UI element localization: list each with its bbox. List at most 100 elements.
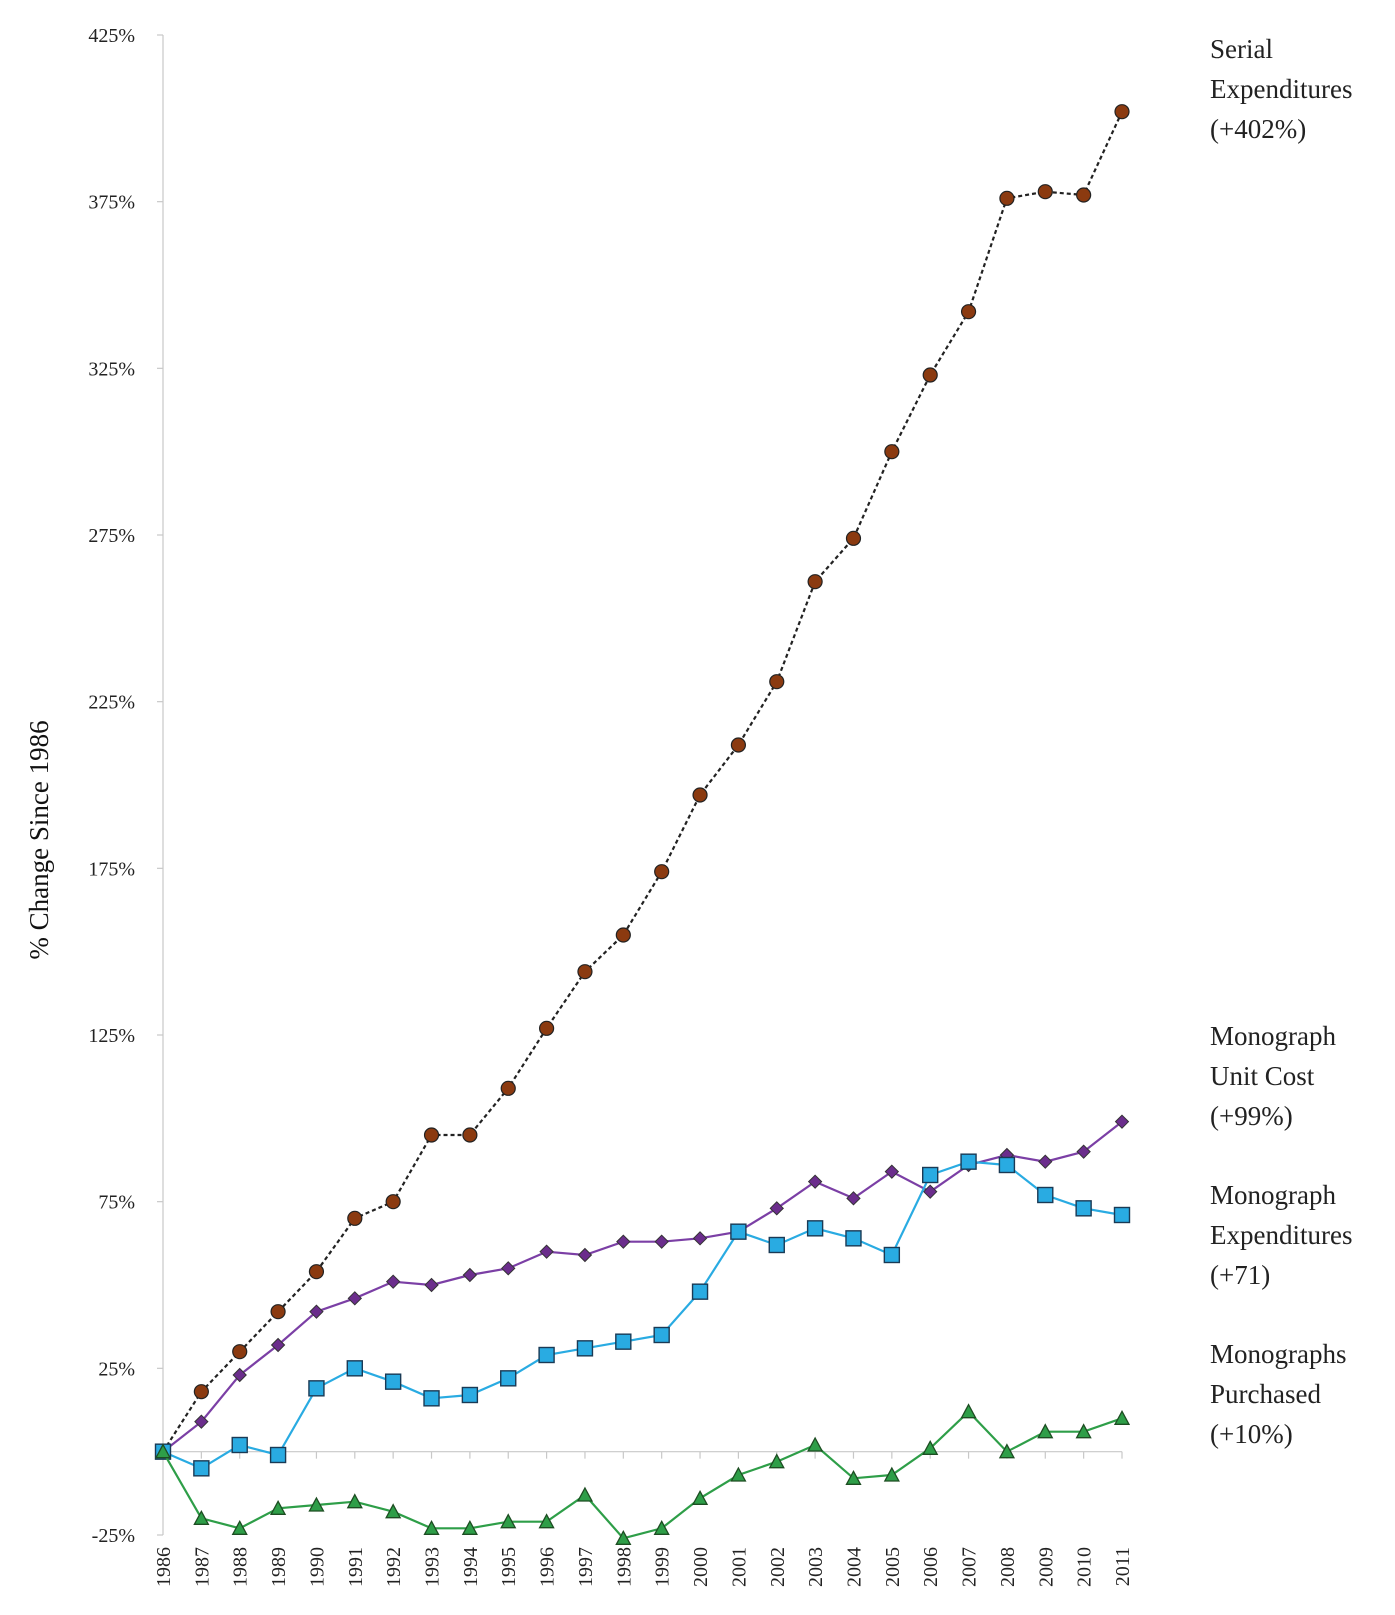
data-point-square [768,1236,785,1254]
data-point-circle [385,1194,401,1210]
y-tick-label: 225% [88,692,135,714]
data-point-diamond [1114,1114,1130,1129]
data-point-square [269,1446,287,1464]
data-point-circle [769,674,785,690]
x-tick-label: 1993 [422,1547,444,1587]
x-tick-label: 1988 [230,1547,252,1587]
data-point-diamond [577,1247,593,1263]
series-group [154,1153,1131,1477]
x-tick-label: 2000 [690,1547,712,1587]
data-point-triangle [615,1529,632,1545]
x-tick-label: 1990 [306,1547,328,1587]
y-tick-label: 175% [88,858,135,880]
x-tick-label: 1998 [613,1547,635,1587]
x-tick-label: 1992 [383,1547,405,1587]
data-point-square [1037,1186,1054,1204]
series-label-line: Serial [1210,34,1273,64]
x-tick-label: 2009 [1035,1547,1057,1587]
data-point-circle [423,1127,440,1143]
data-point-diamond [654,1234,669,1249]
chart-series [154,104,1131,1545]
data-point-square [845,1230,862,1247]
data-point-diamond [347,1291,363,1306]
data-point-triangle [1113,1409,1131,1425]
data-point-diamond [846,1191,861,1206]
x-tick-label: 2011 [1112,1547,1134,1586]
data-point-triangle [500,1513,517,1529]
data-point-circle [615,927,631,943]
series-group [155,104,1130,1460]
data-point-circle [807,574,823,590]
y-tick-label: 25% [98,1358,135,1380]
data-point-diamond [539,1244,554,1259]
data-point-diamond [1038,1154,1053,1169]
y-tick-label: 275% [88,525,135,547]
data-point-circle [232,1344,248,1360]
x-tick-label: 2010 [1074,1547,1096,1587]
series-line [162,111,1123,1453]
series-line [162,1120,1123,1453]
y-tick-label: 375% [88,192,135,214]
x-tick-label: 1986 [153,1547,175,1587]
y-tick-label: 75% [98,1192,135,1214]
data-point-square [615,1333,632,1350]
series-labels: Serial Expenditures (+402%) Monograph Unit C… [1210,34,1352,1449]
data-point-diamond [769,1201,784,1216]
x-tick-label: 1996 [537,1547,559,1587]
x-tick-label: 1997 [575,1547,597,1587]
data-point-triangle [1075,1423,1092,1439]
data-point-triangle [193,1509,210,1525]
data-point-diamond [1076,1144,1091,1159]
x-tick-label: 1999 [652,1547,674,1587]
x-tick-label: 2002 [767,1547,789,1587]
series-label-line: Monograph [1210,1180,1336,1210]
x-tick-label: 1994 [460,1547,482,1587]
data-point-square [500,1370,517,1387]
data-point-triangle [385,1503,402,1519]
data-point-square [461,1386,479,1404]
data-point-triangle [461,1519,478,1535]
data-point-square [653,1326,670,1344]
data-point-square [1113,1206,1131,1224]
data-point-triangle [538,1513,555,1529]
data-point-triangle [308,1496,325,1512]
series-label-line: (+71) [1210,1260,1270,1290]
data-point-circle [462,1127,478,1143]
data-point-diamond [194,1414,209,1429]
x-tick-label: 2008 [997,1547,1019,1587]
data-point-diamond [462,1267,478,1283]
data-point-triangle [346,1493,363,1509]
data-point-square [308,1380,325,1397]
x-tick-label: 2005 [882,1547,904,1587]
data-point-square [576,1340,594,1357]
data-point-circle [193,1384,209,1400]
data-point-diamond [424,1277,439,1293]
data-point-triangle [730,1466,747,1482]
data-point-triangle [768,1453,785,1469]
data-point-square [231,1436,248,1454]
y-tick-label: -25% [92,1525,135,1547]
series-label-line: Expenditures [1210,74,1352,104]
x-tick-label: 1991 [345,1547,367,1587]
data-point-triangle [845,1469,862,1485]
data-point-triangle [154,1443,172,1459]
data-point-circle [1037,184,1053,200]
data-point-triangle [960,1403,977,1419]
series-label-line: Unit Cost [1210,1061,1315,1091]
data-point-diamond [232,1367,247,1383]
data-point-diamond [385,1274,401,1289]
x-tick-label: 1987 [191,1547,213,1587]
series-group [155,1114,1130,1459]
data-point-circle [999,190,1015,206]
data-point-square [998,1156,1016,1174]
data-point-square [691,1283,709,1300]
data-point-diamond [309,1304,324,1319]
series-label-line: (+99%) [1210,1101,1293,1131]
data-point-square [922,1166,939,1184]
y-axis-title: % Change Since 1986 [24,720,54,959]
chart-axes: -25% 25% 75% 125% 175% 225% 275% 325% 375% 425% 19… [88,25,1134,1587]
data-point-circle [1076,187,1092,203]
series-group [154,1403,1131,1545]
data-point-triangle [807,1436,824,1452]
data-point-diamond [884,1164,900,1179]
